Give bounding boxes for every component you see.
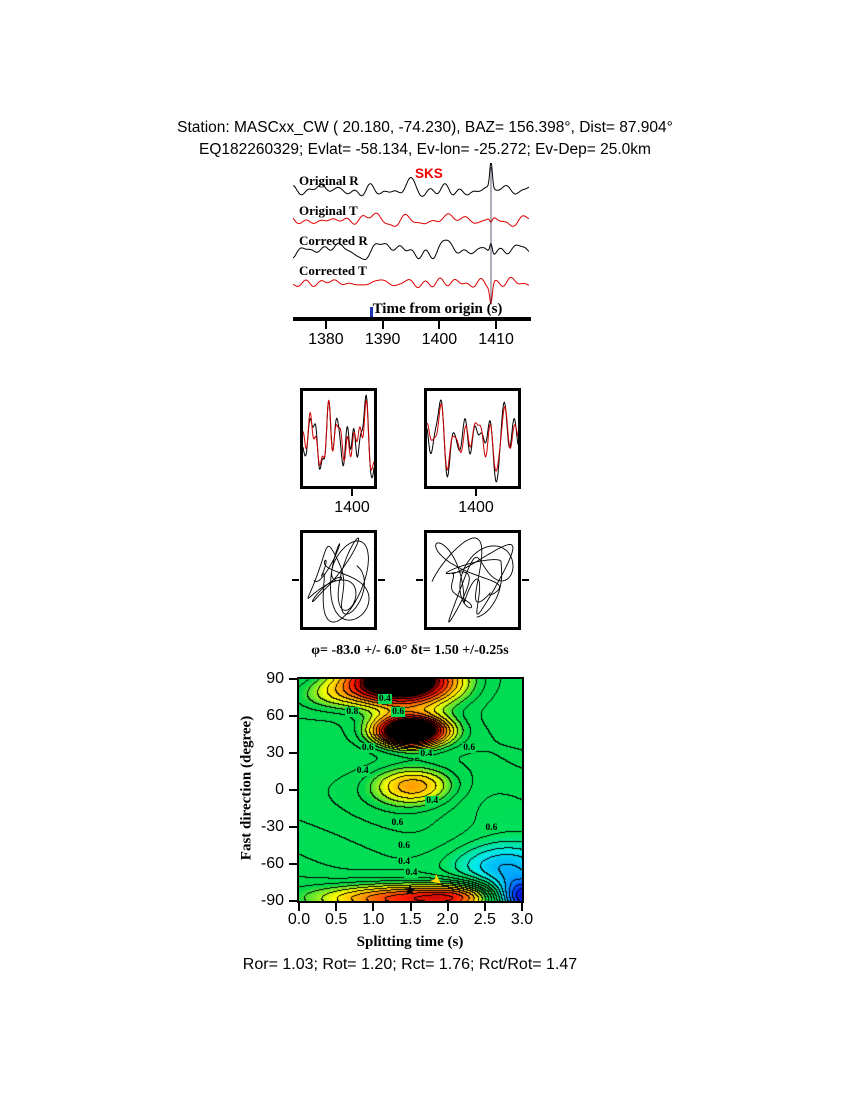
- time-axis-tick-label: 1410: [478, 331, 514, 348]
- contour-level-label: 0.4: [419, 748, 434, 759]
- particle-motion-side-tick: [416, 579, 423, 581]
- station-info-header: Station: MASCxx_CW ( 20.180, -74.230), B…: [177, 119, 673, 136]
- trace-label: Corrected T: [299, 263, 367, 278]
- contour-y-tick: [289, 715, 297, 717]
- contour-x-tick-label: 3.0: [510, 911, 534, 928]
- best-solution-star-icon: ★: [403, 882, 417, 900]
- contour-y-tick: [289, 678, 297, 680]
- contour-y-tick-label: 0: [275, 781, 284, 798]
- contour-x-axis-title: Splitting time (s): [356, 934, 464, 950]
- contour-x-tick: [409, 903, 412, 911]
- window-waveform-left-plot: [303, 394, 374, 479]
- contour-x-tick: [335, 903, 338, 911]
- phase-label: SKS: [415, 166, 443, 181]
- contour-level-label: 0.6: [390, 817, 405, 828]
- contour-level-label: 0.6: [462, 742, 477, 753]
- contour-level-label: 0.4: [355, 766, 370, 777]
- time-axis-tick: [381, 321, 384, 329]
- trace-label: Original T: [299, 203, 358, 218]
- time-axis-tick: [495, 321, 498, 329]
- window-waveform-panel-right: [424, 388, 521, 489]
- time-axis-title: Time from origin (s): [372, 301, 503, 317]
- particle-motion-right-plot: [431, 537, 514, 623]
- trace-label: Original R: [299, 173, 359, 188]
- window-panel-tick: [475, 489, 477, 496]
- contour-y-tick: [289, 863, 297, 865]
- contour-x-tick-label: 0.0: [287, 911, 311, 928]
- time-axis-tick: [438, 321, 441, 329]
- window-waveform-right-plot: [427, 399, 518, 483]
- contour-level-label: 0.4: [425, 795, 440, 806]
- particle-motion-side-tick: [378, 579, 385, 581]
- contour-level-label: 0.6: [484, 822, 499, 833]
- contour-x-tick-label: 2.0: [436, 911, 459, 928]
- contour-level-label: 0.4: [397, 856, 412, 867]
- time-axis-tick-label: 1390: [364, 331, 401, 348]
- contour-level-label: 0.4: [404, 867, 419, 878]
- particle-motion-side-tick: [292, 579, 299, 581]
- window-panel-tick-label: 1400: [334, 499, 370, 516]
- window-marker-tick: [370, 307, 373, 317]
- trace-label: Corrected R: [299, 233, 368, 248]
- event-info-header: EQ182260329; Evlat= -58.134, Ev-lon= -25…: [199, 141, 651, 158]
- contour-x-tick-label: 1.5: [399, 911, 422, 928]
- contour-y-tick-label: -30: [260, 818, 284, 835]
- contour-x-tick-label: 1.0: [362, 911, 385, 928]
- result-ratios-text: Ror= 1.03; Rot= 1.20; Rct= 1.76; Rct/Rot…: [242, 956, 578, 973]
- contour-level-label: 0.6: [360, 742, 375, 753]
- time-axis-line: [293, 317, 531, 321]
- contour-y-tick: [289, 789, 297, 791]
- contour-y-tick-label: 30: [266, 744, 284, 761]
- contour-y-tick: [289, 752, 297, 754]
- waveform-traces-plot: [293, 163, 529, 305]
- contour-x-tick-label: 2.5: [473, 911, 496, 928]
- time-axis-tick-label: 1400: [421, 331, 458, 348]
- contour-x-tick: [483, 903, 486, 911]
- contour-level-label: 0.6: [397, 840, 412, 851]
- window-waveform-panel-left: [300, 388, 377, 489]
- particle-motion-side-tick: [522, 579, 529, 581]
- contour-y-tick-label: 60: [266, 707, 284, 724]
- contour-y-tick-label: 90: [266, 670, 284, 687]
- contour-x-tick: [372, 903, 375, 911]
- contour-x-tick: [298, 903, 300, 911]
- time-axis-tick: [324, 321, 327, 329]
- particle-motion-left-plot: [307, 537, 370, 623]
- window-panel-tick-label: 1400: [458, 499, 494, 516]
- time-axis-tick-label: 1380: [308, 331, 344, 348]
- window-panel-tick: [351, 489, 353, 496]
- contour-x-tick: [446, 903, 449, 911]
- contour-x-tick-label: 0.5: [325, 911, 348, 928]
- contour-y-tick: [289, 826, 297, 828]
- contour-y-tick-label: -60: [260, 855, 284, 872]
- particle-motion-panel-left: [300, 530, 377, 630]
- contour-level-label: 0.6: [391, 707, 406, 718]
- contour-y-tick: [289, 900, 297, 902]
- contour-level-label: 0.4: [377, 693, 392, 704]
- contour-y-tick-label: -90: [260, 892, 284, 909]
- contour-x-tick: [521, 903, 523, 911]
- contour-title: φ= -83.0 +/- 6.0° δt= 1.50 +/-0.25s: [311, 643, 509, 658]
- contour-y-axis-title: Fast direction (degree): [238, 715, 255, 861]
- contour-level-label: 0.8: [345, 707, 360, 718]
- particle-motion-panel-right: [424, 530, 521, 630]
